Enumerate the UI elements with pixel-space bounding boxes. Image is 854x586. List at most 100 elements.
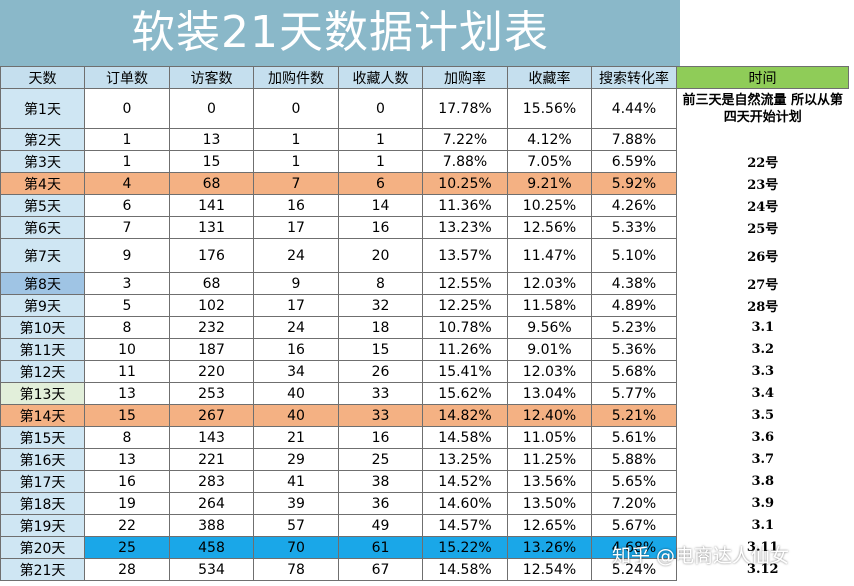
- value-cell-orders[interactable]: 15: [84, 404, 170, 427]
- value-cell-orders[interactable]: 5: [84, 294, 170, 317]
- header-cell-fav[interactable]: 收藏人数: [338, 66, 423, 89]
- value-cell-fav-rate[interactable]: 13.56%: [507, 470, 592, 493]
- header-cell-fav-rate[interactable]: 收藏率: [507, 66, 592, 89]
- value-cell-cart[interactable]: 9: [253, 272, 339, 295]
- value-cell-orders[interactable]: 10: [84, 338, 170, 361]
- value-cell-conv[interactable]: 7.20%: [591, 492, 677, 515]
- value-cell-conv[interactable]: 5.10%: [591, 238, 677, 273]
- time-cell[interactable]: 3.7: [676, 448, 849, 471]
- day-cell[interactable]: 第9天: [0, 294, 85, 317]
- value-cell-cart-rate[interactable]: 14.58%: [422, 426, 508, 449]
- value-cell-cart[interactable]: 24: [253, 238, 339, 273]
- value-cell-fav[interactable]: 14: [338, 194, 423, 217]
- value-cell-conv[interactable]: 7.88%: [591, 128, 677, 151]
- value-cell-cart[interactable]: 57: [253, 514, 339, 537]
- value-cell-fav-rate[interactable]: 11.25%: [507, 448, 592, 471]
- value-cell-cart-rate[interactable]: 11.36%: [422, 194, 508, 217]
- day-cell[interactable]: 第12天: [0, 360, 85, 383]
- day-cell[interactable]: 第7天: [0, 238, 85, 273]
- value-cell-visitors[interactable]: 187: [169, 338, 254, 361]
- time-cell[interactable]: 3.12: [676, 558, 849, 581]
- value-cell-orders[interactable]: 6: [84, 194, 170, 217]
- value-cell-cart-rate[interactable]: 13.57%: [422, 238, 508, 273]
- value-cell-fav-rate[interactable]: 15.56%: [507, 88, 592, 129]
- value-cell-conv[interactable]: 5.33%: [591, 216, 677, 239]
- value-cell-visitors[interactable]: 13: [169, 128, 254, 151]
- time-cell[interactable]: [676, 128, 849, 151]
- value-cell-orders[interactable]: 8: [84, 426, 170, 449]
- value-cell-fav-rate[interactable]: 9.01%: [507, 338, 592, 361]
- value-cell-conv[interactable]: 4.89%: [591, 294, 677, 317]
- value-cell-visitors[interactable]: 141: [169, 194, 254, 217]
- value-cell-conv[interactable]: 5.36%: [591, 338, 677, 361]
- header-cell-conversion[interactable]: 搜索转化率: [591, 66, 677, 89]
- value-cell-cart[interactable]: 40: [253, 382, 339, 405]
- time-cell[interactable]: 28号: [676, 294, 849, 317]
- time-cell[interactable]: 3.3: [676, 360, 849, 383]
- value-cell-fav[interactable]: 0: [338, 88, 423, 129]
- value-cell-fav-rate[interactable]: 9.56%: [507, 316, 592, 339]
- value-cell-fav-rate[interactable]: 4.12%: [507, 128, 592, 151]
- value-cell-orders[interactable]: 9: [84, 238, 170, 273]
- value-cell-cart-rate[interactable]: 13.25%: [422, 448, 508, 471]
- value-cell-conv[interactable]: 4.26%: [591, 194, 677, 217]
- value-cell-conv[interactable]: 5.68%: [591, 360, 677, 383]
- value-cell-cart[interactable]: 16: [253, 194, 339, 217]
- time-cell[interactable]: 3.5: [676, 404, 849, 427]
- value-cell-conv[interactable]: 5.92%: [591, 172, 677, 195]
- value-cell-conv[interactable]: 4.44%: [591, 88, 677, 129]
- value-cell-orders[interactable]: 13: [84, 448, 170, 471]
- value-cell-fav[interactable]: 26: [338, 360, 423, 383]
- time-cell[interactable]: 3.1: [676, 514, 849, 537]
- day-cell[interactable]: 第11天: [0, 338, 85, 361]
- value-cell-orders[interactable]: 4: [84, 172, 170, 195]
- value-cell-visitors[interactable]: 221: [169, 448, 254, 471]
- header-cell-cart-rate[interactable]: 加购率: [422, 66, 508, 89]
- value-cell-visitors[interactable]: 253: [169, 382, 254, 405]
- value-cell-fav[interactable]: 33: [338, 404, 423, 427]
- value-cell-fav-rate[interactable]: 11.47%: [507, 238, 592, 273]
- value-cell-cart-rate[interactable]: 17.78%: [422, 88, 508, 129]
- value-cell-conv[interactable]: 4.38%: [591, 272, 677, 295]
- day-cell[interactable]: 第14天: [0, 404, 85, 427]
- value-cell-fav[interactable]: 32: [338, 294, 423, 317]
- day-cell[interactable]: 第15天: [0, 426, 85, 449]
- value-cell-orders[interactable]: 28: [84, 558, 170, 581]
- value-cell-fav-rate[interactable]: 12.56%: [507, 216, 592, 239]
- value-cell-cart[interactable]: 7: [253, 172, 339, 195]
- day-cell[interactable]: 第3天: [0, 150, 85, 173]
- value-cell-orders[interactable]: 25: [84, 536, 170, 559]
- day-cell[interactable]: 第19天: [0, 514, 85, 537]
- day-cell[interactable]: 第21天: [0, 558, 85, 581]
- day-cell[interactable]: 第13天: [0, 382, 85, 405]
- value-cell-cart-rate[interactable]: 12.25%: [422, 294, 508, 317]
- value-cell-fav-rate[interactable]: 12.03%: [507, 360, 592, 383]
- day-cell[interactable]: 第8天: [0, 272, 85, 295]
- value-cell-cart[interactable]: 17: [253, 216, 339, 239]
- value-cell-visitors[interactable]: 131: [169, 216, 254, 239]
- value-cell-cart-rate[interactable]: 15.41%: [422, 360, 508, 383]
- header-cell-orders[interactable]: 订单数: [84, 66, 170, 89]
- value-cell-cart[interactable]: 24: [253, 316, 339, 339]
- value-cell-visitors[interactable]: 15: [169, 150, 254, 173]
- value-cell-fav[interactable]: 25: [338, 448, 423, 471]
- value-cell-cart-rate[interactable]: 10.78%: [422, 316, 508, 339]
- value-cell-fav-rate[interactable]: 7.05%: [507, 150, 592, 173]
- value-cell-fav-rate[interactable]: 13.26%: [507, 536, 592, 559]
- value-cell-orders[interactable]: 19: [84, 492, 170, 515]
- value-cell-cart-rate[interactable]: 14.57%: [422, 514, 508, 537]
- time-cell[interactable]: 3.4: [676, 382, 849, 405]
- value-cell-visitors[interactable]: 267: [169, 404, 254, 427]
- value-cell-visitors[interactable]: 458: [169, 536, 254, 559]
- value-cell-fav-rate[interactable]: 13.50%: [507, 492, 592, 515]
- value-cell-cart[interactable]: 1: [253, 128, 339, 151]
- value-cell-conv[interactable]: 5.23%: [591, 316, 677, 339]
- value-cell-visitors[interactable]: 68: [169, 272, 254, 295]
- value-cell-cart-rate[interactable]: 11.26%: [422, 338, 508, 361]
- value-cell-fav-rate[interactable]: 11.05%: [507, 426, 592, 449]
- value-cell-cart[interactable]: 1: [253, 150, 339, 173]
- value-cell-fav[interactable]: 20: [338, 238, 423, 273]
- value-cell-cart-rate[interactable]: 12.55%: [422, 272, 508, 295]
- value-cell-cart-rate[interactable]: 15.62%: [422, 382, 508, 405]
- header-cell-time[interactable]: 时间: [676, 66, 849, 89]
